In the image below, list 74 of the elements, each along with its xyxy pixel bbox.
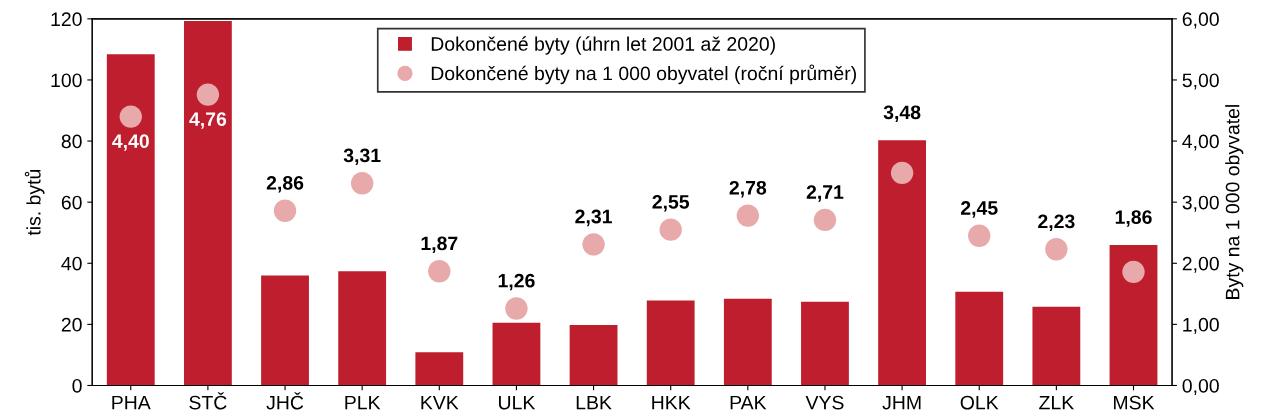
x-tick-label: HKK: [652, 395, 691, 410]
bar: [1032, 306, 1081, 386]
y2-tick-label: 1,00: [1183, 317, 1219, 334]
point: [350, 172, 374, 195]
legend-label: Dokončené byty na 1 000 obyvatel (roční průměr): [431, 64, 856, 85]
point: [1122, 260, 1145, 284]
data-label: 2,55: [652, 194, 690, 212]
x-tick-label: JHM: [882, 395, 921, 410]
bar: [801, 301, 849, 386]
data-label: 2,45: [960, 201, 998, 218]
y-tick-label: 100: [51, 73, 82, 88]
y2-tick-label: 2,00: [1182, 256, 1219, 273]
data-label: 2,71: [806, 185, 844, 202]
x-tick-label: JHČ: [266, 392, 304, 410]
point: [119, 105, 142, 128]
bar: [569, 324, 618, 386]
y-tick-label: 0: [72, 378, 82, 393]
bar: [878, 140, 927, 386]
bar: [492, 322, 541, 386]
bar: [106, 54, 155, 386]
x-tick-label: OLK: [960, 395, 999, 410]
bar: [338, 271, 387, 386]
x-tick-label: VYS: [805, 395, 844, 410]
x-tick-label: MSK: [1114, 395, 1155, 410]
data-label: 1,26: [498, 273, 535, 291]
x-tick-label: ULK: [499, 395, 536, 410]
x-tick-label: KVK: [421, 395, 459, 410]
x-tick-label: PHA: [112, 395, 151, 410]
bar: [1109, 244, 1158, 386]
point: [196, 83, 220, 106]
y2-tick-label: 3,00: [1182, 195, 1219, 212]
data-label: 1,86: [1115, 210, 1152, 227]
x-tick-label: PAK: [730, 395, 767, 410]
bar: [261, 275, 309, 386]
point: [273, 199, 297, 222]
bar: [723, 298, 772, 386]
data-label: 2,86: [266, 176, 304, 193]
data-label: 3,48: [883, 105, 921, 123]
point: [659, 218, 682, 241]
y-tick-label: 60: [61, 195, 82, 210]
y2-tick-label: 6,00: [1182, 12, 1219, 29]
x-tick-label: ZLK: [1039, 395, 1074, 410]
y2-axis-title: Byty na 1 000 obyvatel: [1225, 105, 1244, 299]
data-label: 4,76: [189, 112, 227, 129]
bar: [955, 291, 1004, 386]
data-label: 4,40: [112, 134, 149, 151]
y-tick-label: 20: [61, 317, 82, 332]
legend-label: Dokončené byty (úhrn let 2001 až 2020): [431, 36, 775, 55]
x-tick-label: STČ: [189, 392, 227, 410]
x-tick-label: LBK: [576, 395, 612, 410]
y-tick-label: 120: [51, 12, 82, 27]
data-label: 2,23: [1038, 214, 1075, 232]
point: [582, 233, 605, 256]
point: [736, 204, 760, 227]
y-tick-label: 80: [61, 134, 82, 149]
bar: [183, 20, 232, 386]
bar: [415, 352, 464, 386]
y2-tick-label: 5,00: [1182, 73, 1219, 90]
y-tick-label: 40: [61, 256, 82, 271]
data-label: 2,31: [575, 209, 612, 227]
y2-tick-label: 0,00: [1182, 378, 1219, 396]
y-axis-title: tis. bytů: [24, 169, 45, 236]
data-label: 1,87: [421, 236, 458, 254]
data-label: 2,78: [729, 180, 767, 198]
x-tick-label: PLK: [345, 395, 381, 410]
bar: [646, 300, 695, 386]
point: [428, 260, 451, 283]
point: [890, 161, 914, 185]
y2-tick-label: 4,00: [1182, 134, 1219, 151]
point: [968, 224, 991, 247]
point: [813, 208, 837, 232]
data-label: 3,31: [343, 148, 381, 166]
point: [1045, 238, 1068, 261]
point: [505, 297, 528, 320]
